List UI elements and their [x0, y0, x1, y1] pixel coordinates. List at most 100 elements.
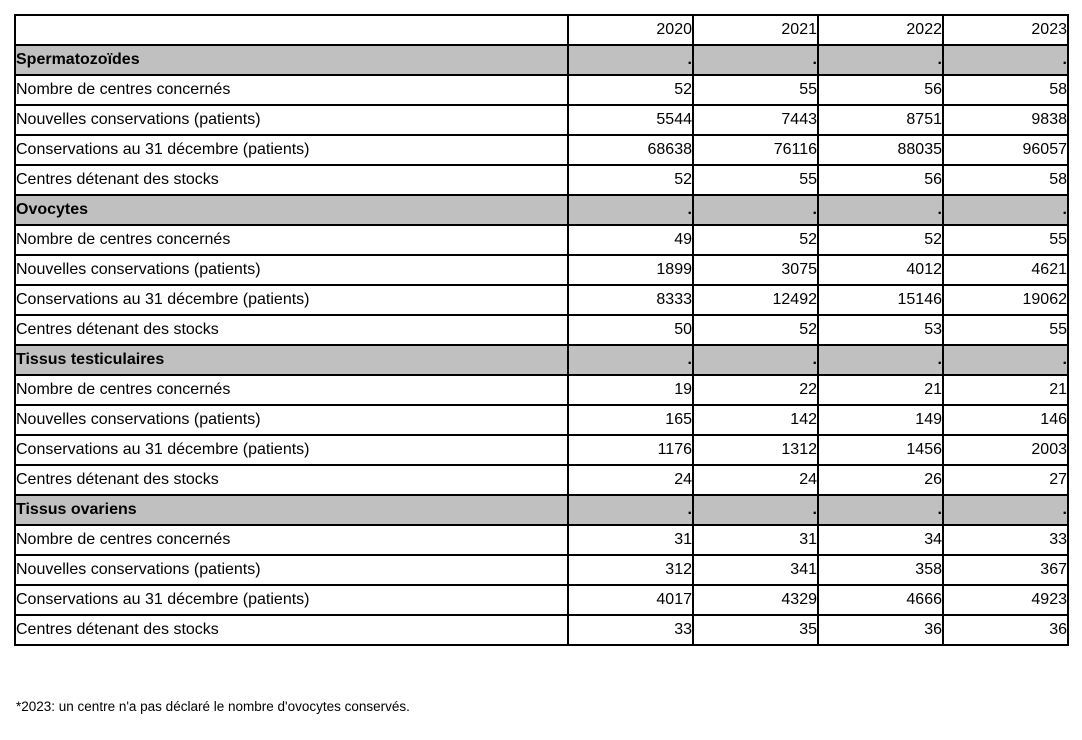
value-cell: 149: [817, 404, 944, 436]
year-header-2020: 2020: [567, 14, 694, 46]
data-row: Nombre de centres concernés 52 55 56 58: [14, 74, 1069, 106]
data-row: Centres détenant des stocks 50 52 53 55: [14, 314, 1069, 346]
value-cell: 21: [942, 374, 1069, 406]
value-cell: 312: [567, 554, 694, 586]
data-row: Nouvelles conservations (patients) 1899 30…: [14, 254, 1069, 286]
data-row: Nombre de centres concernés 49 52 52 55: [14, 224, 1069, 256]
section-placeholder-cell: .: [567, 344, 694, 376]
value-cell: 367: [942, 554, 1069, 586]
section-placeholder-cell: .: [942, 344, 1069, 376]
data-row: Conservations au 31 décembre (patients) 8…: [14, 284, 1069, 316]
value-cell: 58: [942, 74, 1069, 106]
section-title: Spermatozoïdes: [14, 44, 569, 76]
section-title: Tissus ovariens: [14, 494, 569, 526]
value-cell: 36: [817, 614, 944, 646]
value-cell: 31: [567, 524, 694, 556]
row-label: Conservations au 31 décembre (patients): [14, 284, 569, 316]
section-placeholder-cell: .: [692, 194, 819, 226]
value-cell: 52: [692, 224, 819, 256]
value-cell: 15146: [817, 284, 944, 316]
value-cell: 76116: [692, 134, 819, 166]
value-cell: 12492: [692, 284, 819, 316]
value-cell: 26: [817, 464, 944, 496]
section-placeholder-cell: .: [817, 344, 944, 376]
value-cell: 7443: [692, 104, 819, 136]
row-label: Nouvelles conservations (patients): [14, 254, 569, 286]
value-cell: 34: [817, 524, 944, 556]
gamete-conservation-table: 2020 2021 2022 2023 Spermatozoïdes.... No…: [14, 14, 1069, 646]
value-cell: 55: [942, 314, 1069, 346]
data-row: Nombre de centres concernés 31 31 34 33: [14, 524, 1069, 556]
row-label: Conservations au 31 décembre (patients): [14, 434, 569, 466]
value-cell: 1176: [567, 434, 694, 466]
value-cell: 55: [692, 164, 819, 196]
value-cell: 4621: [942, 254, 1069, 286]
data-row: Conservations au 31 décembre (patients) 4…: [14, 584, 1069, 616]
value-cell: 68638: [567, 134, 694, 166]
value-cell: 5544: [567, 104, 694, 136]
data-row: Centres détenant des stocks 52 55 56 58: [14, 164, 1069, 196]
section-placeholder-cell: .: [817, 494, 944, 526]
value-cell: 56: [817, 74, 944, 106]
value-cell: 27: [942, 464, 1069, 496]
section-placeholder-cell: .: [567, 494, 694, 526]
section-placeholder-cell: .: [942, 194, 1069, 226]
section-placeholder-cell: .: [692, 494, 819, 526]
value-cell: 52: [567, 74, 694, 106]
value-cell: 4666: [817, 584, 944, 616]
value-cell: 4017: [567, 584, 694, 616]
row-label: Centres détenant des stocks: [14, 314, 569, 346]
data-row: Conservations au 31 décembre (patients) 6…: [14, 134, 1069, 166]
value-cell: 2003: [942, 434, 1069, 466]
value-cell: 35: [692, 614, 819, 646]
value-cell: 55: [692, 74, 819, 106]
value-cell: 52: [567, 164, 694, 196]
section-title: Ovocytes: [14, 194, 569, 226]
value-cell: 19062: [942, 284, 1069, 316]
value-cell: 146: [942, 404, 1069, 436]
section-placeholder-cell: .: [817, 194, 944, 226]
row-label: Nouvelles conservations (patients): [14, 554, 569, 586]
value-cell: 8751: [817, 104, 944, 136]
value-cell: 24: [692, 464, 819, 496]
year-header-2023: 2023: [942, 14, 1069, 46]
value-cell: 4923: [942, 584, 1069, 616]
value-cell: 19: [567, 374, 694, 406]
value-cell: 55: [942, 224, 1069, 256]
row-label: Centres détenant des stocks: [14, 464, 569, 496]
section-placeholder-cell: .: [692, 344, 819, 376]
value-cell: 33: [567, 614, 694, 646]
year-header-2021: 2021: [692, 14, 819, 46]
section-placeholder-cell: .: [692, 44, 819, 76]
value-cell: 49: [567, 224, 694, 256]
value-cell: 165: [567, 404, 694, 436]
row-label: Conservations au 31 décembre (patients): [14, 584, 569, 616]
value-cell: 3075: [692, 254, 819, 286]
value-cell: 8333: [567, 284, 694, 316]
section-header-row: Tissus ovariens....: [14, 494, 1069, 526]
value-cell: 52: [692, 314, 819, 346]
data-row: Nombre de centres concernés 19 22 21 21: [14, 374, 1069, 406]
data-row: Nouvelles conservations (patients) 165 142…: [14, 404, 1069, 436]
value-cell: 1312: [692, 434, 819, 466]
value-cell: 341: [692, 554, 819, 586]
value-cell: 24: [567, 464, 694, 496]
value-cell: 4329: [692, 584, 819, 616]
data-row: Nouvelles conservations (patients) 312 341…: [14, 554, 1069, 586]
section-placeholder-cell: .: [942, 494, 1069, 526]
data-row: Centres détenant des stocks 33 35 36 36: [14, 614, 1069, 646]
row-label: Nouvelles conservations (patients): [14, 404, 569, 436]
year-header-2022: 2022: [817, 14, 944, 46]
section-placeholder-cell: .: [817, 44, 944, 76]
value-cell: 58: [942, 164, 1069, 196]
data-row: Centres détenant des stocks 24 24 26 27: [14, 464, 1069, 496]
value-cell: 96057: [942, 134, 1069, 166]
value-cell: 1456: [817, 434, 944, 466]
empty-corner-cell: [14, 14, 569, 46]
value-cell: 358: [817, 554, 944, 586]
row-label: Conservations au 31 décembre (patients): [14, 134, 569, 166]
value-cell: 142: [692, 404, 819, 436]
value-cell: 21: [817, 374, 944, 406]
section-header-row: Ovocytes....: [14, 194, 1069, 226]
